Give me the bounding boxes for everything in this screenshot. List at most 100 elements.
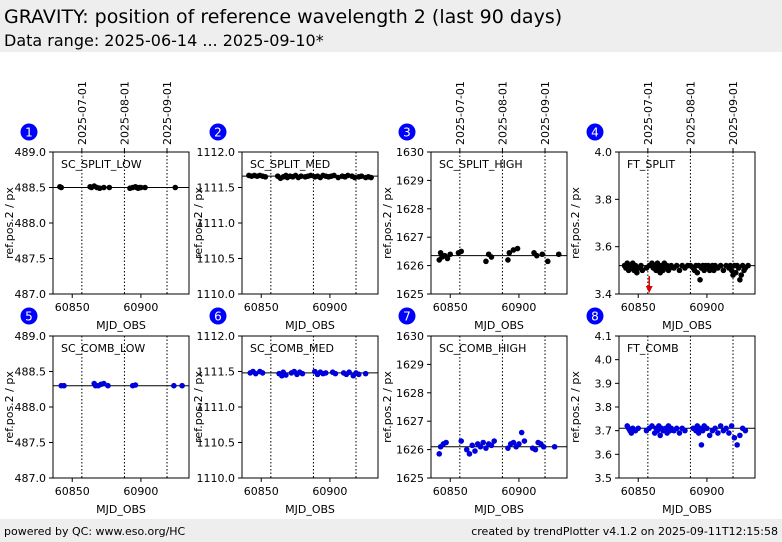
chart-8-point xyxy=(635,425,642,432)
chart-5-point xyxy=(132,382,139,388)
chart-3-frame xyxy=(430,151,568,295)
chart-1-date-tick-label: 2025-09-01 xyxy=(161,81,174,145)
footer-created: created by trendPlotter v4.1.2 on 2025-0… xyxy=(471,525,778,538)
chart-3-ylabel: ref.pos.2 / px xyxy=(381,187,394,259)
chart-6-point xyxy=(346,369,352,376)
chart-8-xtick-label: 60900 xyxy=(689,485,724,498)
chart-4-panel-label: FT_SPLIT xyxy=(627,158,675,171)
chart-8-badge xyxy=(586,307,604,325)
chart-8-ytick-label: 3.5 xyxy=(595,472,613,485)
chart-7-point xyxy=(510,439,517,446)
chart-5-point xyxy=(101,380,107,387)
chart-4-date-tick-label: 2025-09-01 xyxy=(727,81,740,145)
chart-3-point xyxy=(437,250,444,256)
chart-4-point xyxy=(737,277,743,283)
chart-7-point xyxy=(540,443,547,450)
chart-3-point xyxy=(483,258,489,265)
chart-3-date-tick-label: 2025-07-01 xyxy=(454,81,467,145)
chart-4-xlabel: MJD_OBS xyxy=(662,319,712,332)
chart-1-badge-number: 1 xyxy=(25,126,33,140)
chart-7-point xyxy=(518,429,525,436)
chart-6-point xyxy=(355,371,362,378)
chart-4-frame xyxy=(618,151,756,295)
chart-4-ytick-label: 3.4 xyxy=(595,288,613,301)
chart-4-outlier-arrow-icon xyxy=(645,286,653,293)
chart-6-ytick-label: 1110.5 xyxy=(197,437,236,450)
chart-5-ytick-label: 487.5 xyxy=(15,437,47,450)
chart-7-ytick-label: 1630 xyxy=(396,330,424,343)
chart-7-point xyxy=(477,443,484,450)
chart-3-date-tick-label: 2025-08-01 xyxy=(496,81,509,145)
chart-6-point xyxy=(362,370,369,377)
chart-8-point xyxy=(654,427,661,434)
chart-1-ytick-label: 487.5 xyxy=(15,253,47,266)
chart-4-point xyxy=(673,262,680,269)
chart-7-point xyxy=(466,451,473,457)
chart-1-point xyxy=(142,184,148,191)
footer-bar: powered by QC: www.eso.org/HC created by… xyxy=(0,519,782,542)
chart-3-point xyxy=(514,245,521,252)
chart-5-point xyxy=(105,382,111,389)
data-range-subtitle: Data range: 2025-06-14 ... 2025-09-10* xyxy=(4,31,324,50)
chart-8-point xyxy=(712,425,718,432)
chart-8-point xyxy=(726,430,732,436)
chart-6-frame xyxy=(241,335,379,479)
chart-4-point xyxy=(654,260,661,267)
chart-4-xtick-label: 60900 xyxy=(689,301,724,314)
chart-1-xtick-label: 60850 xyxy=(55,301,90,314)
chart-7-xtick-label: 60850 xyxy=(433,485,468,498)
chart-3-point xyxy=(488,254,495,260)
chart-2-ytick-label: 1110.5 xyxy=(197,253,236,266)
chart-8-point xyxy=(699,427,706,434)
chart-8-point xyxy=(695,430,702,436)
chart-1-point xyxy=(96,185,103,192)
chart-8-frame xyxy=(618,335,756,479)
chart-2-point xyxy=(344,172,351,179)
chart-4-point xyxy=(638,262,644,269)
chart-3-point xyxy=(458,248,465,255)
chart-2-point xyxy=(368,174,374,181)
chart-1-ytick-label: 488.5 xyxy=(15,182,47,195)
chart-4-point xyxy=(639,267,646,274)
chart-5-ytick-label: 487.0 xyxy=(15,472,47,485)
chart-8-xtick-label: 60850 xyxy=(621,485,656,498)
chart-3-point xyxy=(444,255,451,262)
chart-4-point xyxy=(717,262,724,269)
chart-5-point xyxy=(61,382,67,389)
chart-4-point xyxy=(720,267,727,274)
chart-7-frame xyxy=(430,335,568,479)
chart-3-ytick-label: 1630 xyxy=(396,146,424,159)
chart-4-point xyxy=(694,269,701,276)
chart-8-point xyxy=(698,442,705,448)
chart-8-point xyxy=(676,430,683,436)
chart-7-point xyxy=(551,443,558,450)
chart-6-xtick-label: 60850 xyxy=(244,485,279,498)
chart-8-point xyxy=(728,423,735,429)
chart-8-point xyxy=(723,425,729,432)
chart-3-point xyxy=(555,251,562,258)
chart-6-panel-label: SC_COMB_MED xyxy=(250,342,334,355)
chart-5-point xyxy=(171,382,177,389)
footer-credit: powered by QC: www.eso.org/HC xyxy=(4,525,186,538)
chart-2-xtick-label: 60900 xyxy=(312,301,347,314)
chart-2-point xyxy=(331,172,337,179)
chart-5-xlabel: MJD_OBS xyxy=(96,503,146,516)
chart-8-ytick-label: 3.6 xyxy=(595,448,613,461)
chart-4-point xyxy=(634,269,640,276)
chart-6-ytick-label: 1110.0 xyxy=(197,472,236,485)
chart-5-badge xyxy=(20,307,38,325)
chart-7-point xyxy=(488,442,495,449)
chart-3-badge-number: 3 xyxy=(403,126,411,140)
chart-1-point xyxy=(58,184,65,191)
chart-2-ytick-label: 1110.0 xyxy=(197,288,236,301)
chart-7-point xyxy=(463,446,470,453)
chart-4-ylabel: ref.pos.2 / px xyxy=(569,187,582,259)
chart-3-point xyxy=(533,252,540,259)
chart-2-badge-number: 2 xyxy=(214,126,222,140)
chart-2-point xyxy=(298,173,304,179)
chart-1-ytick-label: 487.0 xyxy=(15,288,47,301)
chart-7-panel-label: SC_COMB_HIGH xyxy=(439,342,526,355)
chart-2-xtick-label: 60850 xyxy=(244,301,279,314)
chart-6-ylabel: ref.pos.2 / px xyxy=(192,371,205,443)
chart-8-xlabel: MJD_OBS xyxy=(662,503,712,516)
